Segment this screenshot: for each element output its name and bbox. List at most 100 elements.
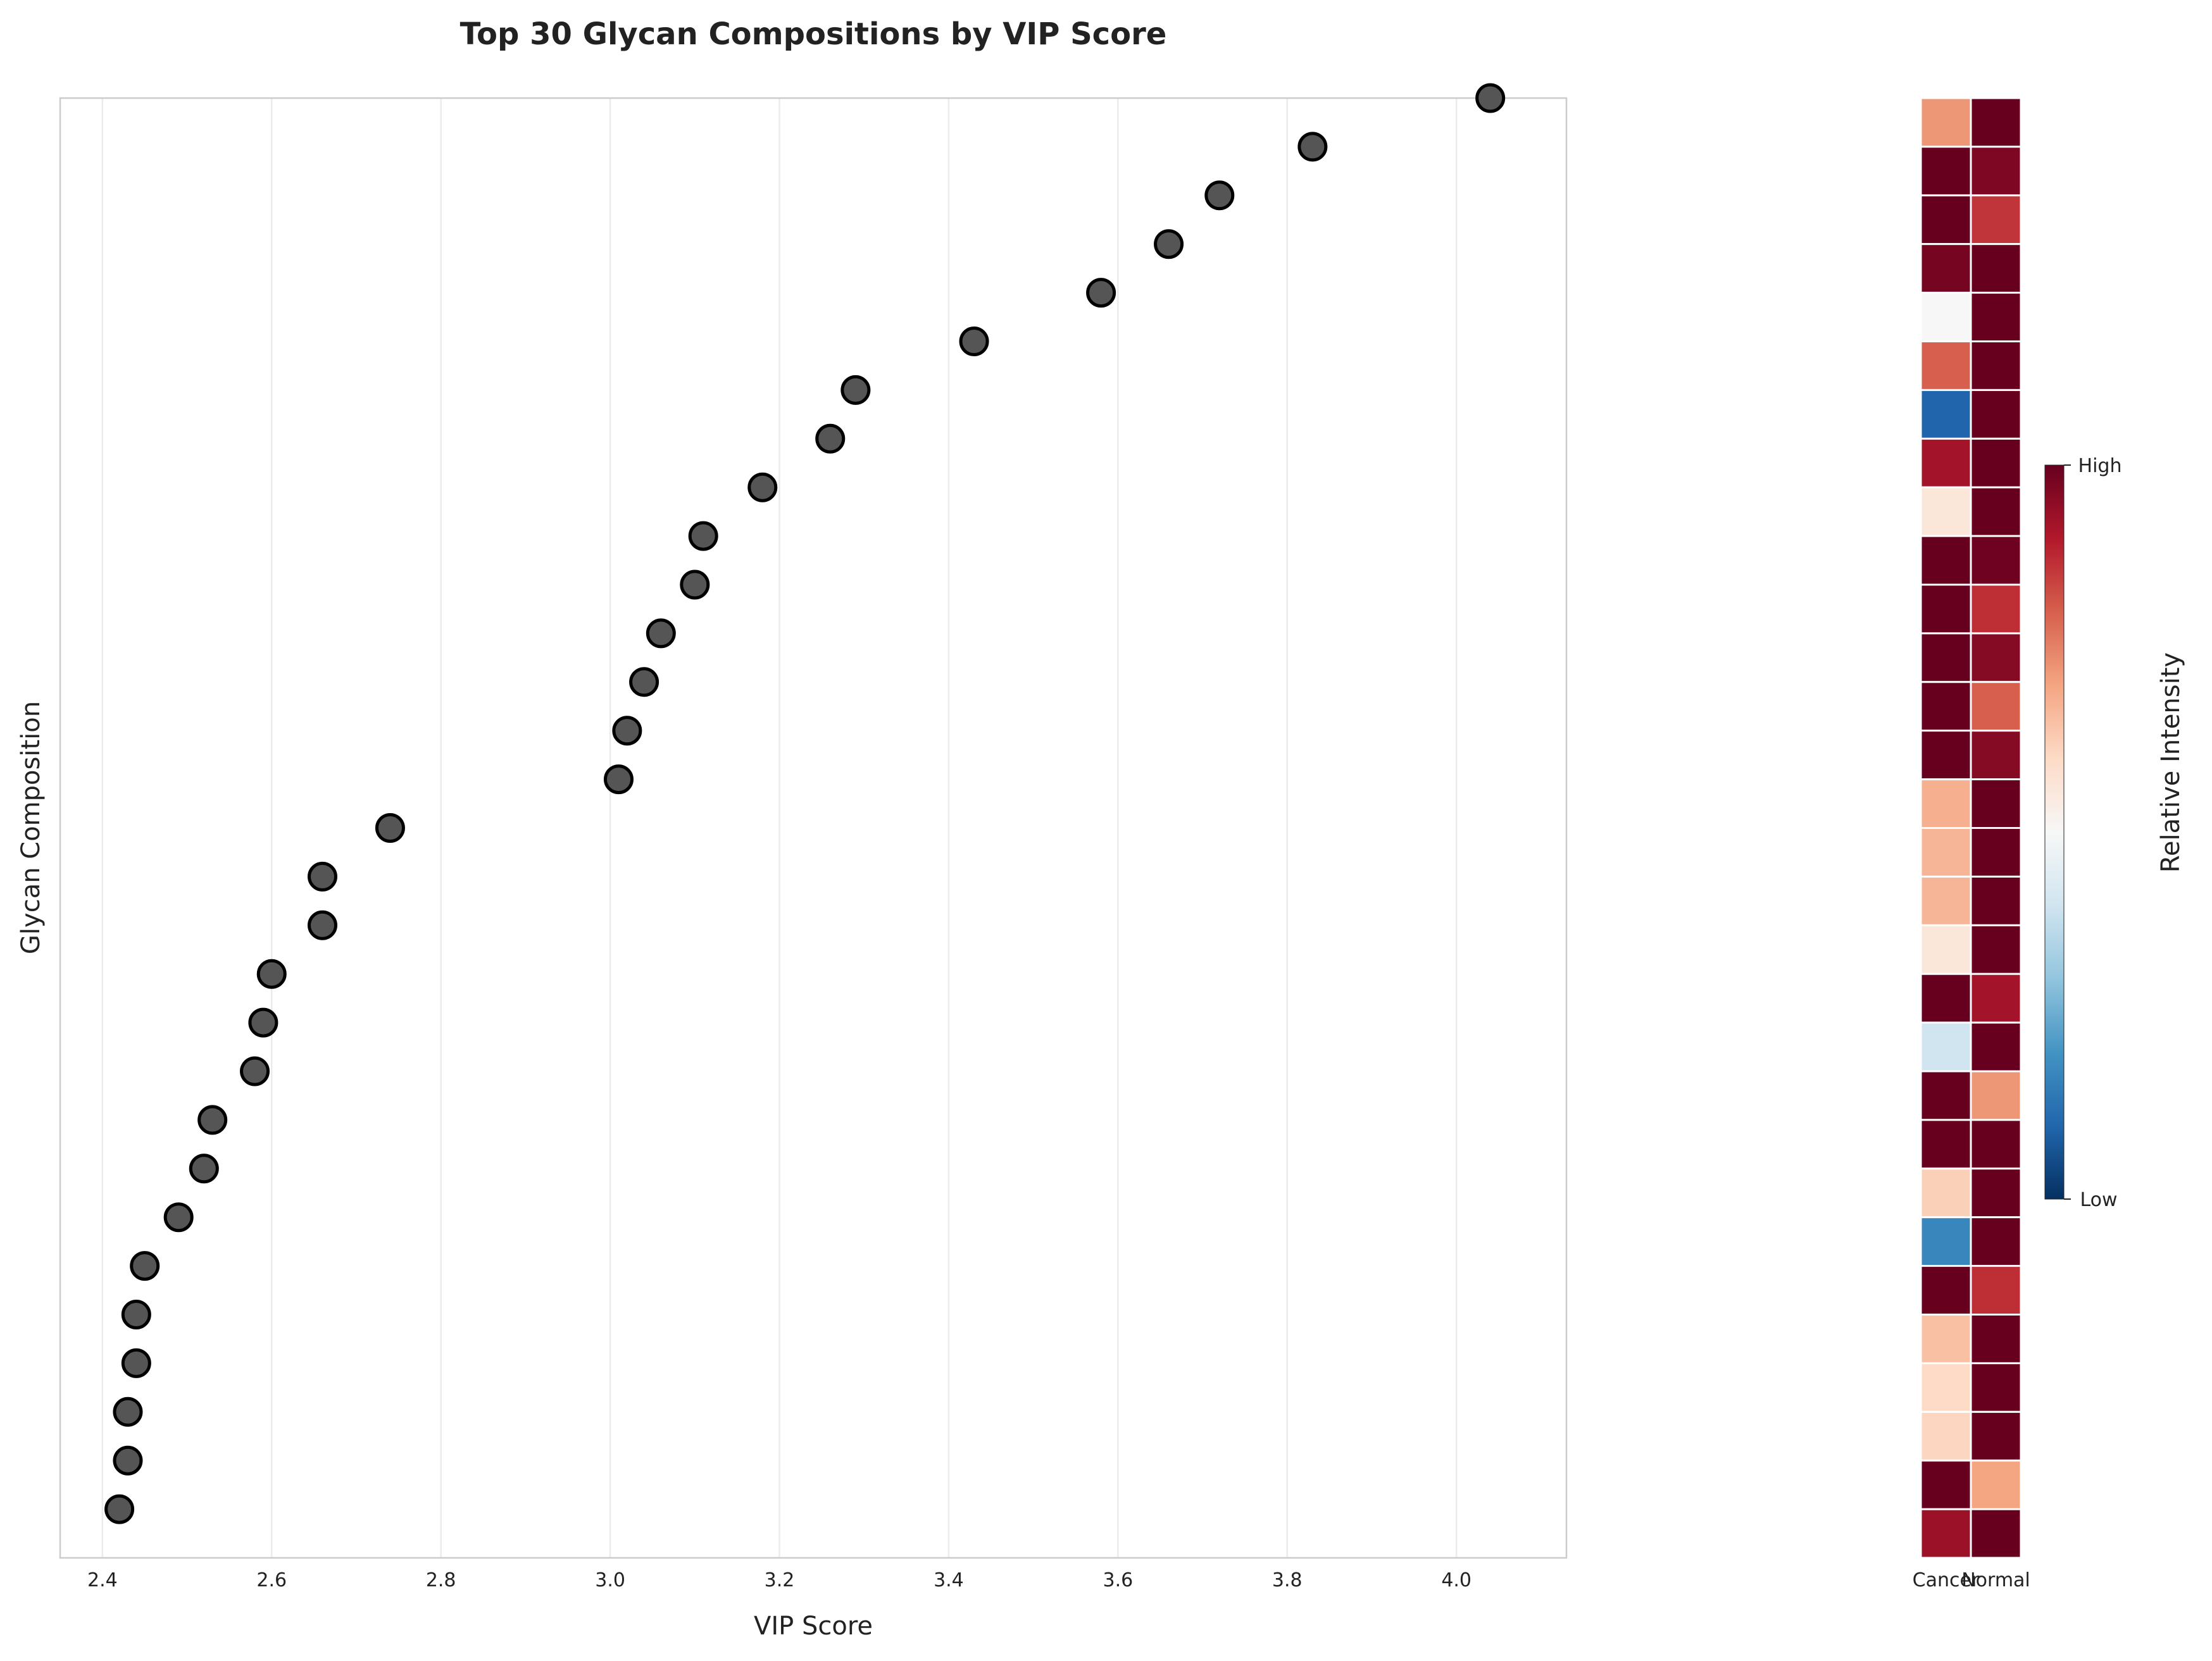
heatmap-cell (1970, 778, 2022, 829)
heatmap-cell (1920, 340, 1972, 391)
heatmap-cell (1970, 1508, 2022, 1559)
x-axis-label: VIP Score (754, 1612, 873, 1641)
heatmap-cell (1920, 1216, 1972, 1267)
heatmap-cell (1970, 1362, 2022, 1413)
heatmap-cell (1970, 1216, 2022, 1267)
scatter-point (307, 861, 337, 892)
x-tick-label: 3.8 (1272, 1569, 1303, 1591)
scatter-point (680, 569, 710, 600)
heatmap-cell (1920, 389, 1972, 440)
x-tick-label: 2.4 (87, 1569, 118, 1591)
heatmap-cell (1970, 681, 2022, 732)
heatmap-column-label: Normal (1961, 1569, 2030, 1591)
scatter-x-tick-labels: 2.4 2.6 2.8 3.0 3.2 3.4 3.6 3.8 4.0 (87, 1569, 1472, 1591)
heatmap-cell (1920, 583, 1972, 635)
heatmap-cell (1970, 486, 2022, 537)
scatter-point (189, 1154, 219, 1184)
chart-title: Top 30 Glycan Compositions by VIP Score (460, 16, 1167, 52)
scatter-point (1475, 83, 1506, 113)
heatmap-cell (1970, 340, 2022, 391)
heatmap-cell (1970, 1459, 2022, 1510)
scatter-point (1204, 180, 1235, 211)
heatmap-cells (1920, 97, 2022, 1559)
heatmap-cell (1970, 1119, 2022, 1170)
scatter-point (815, 423, 846, 454)
heatmap-cell (1920, 778, 1972, 829)
heatmap-cell (1920, 486, 1972, 537)
heatmap-cell (1920, 632, 1972, 683)
scatter-point (629, 667, 659, 697)
heatmap-cell (1920, 1265, 1972, 1316)
heatmap-cell (1970, 243, 2022, 294)
heatmap-cell (1970, 973, 2022, 1024)
colorbar (2044, 464, 2065, 1200)
heatmap-cell (1970, 583, 2022, 635)
heatmap-cell (1970, 924, 2022, 975)
x-tick-label: 3.0 (595, 1569, 625, 1591)
colorbar-label: Relative Intensity (2156, 652, 2185, 873)
x-tick-label: 3.2 (765, 1569, 795, 1591)
heatmap-cell (1920, 146, 1972, 197)
heatmap-cell (1970, 437, 2022, 488)
heatmap-cell (1970, 1167, 2022, 1219)
scatter-point (840, 375, 871, 405)
heatmap-cell (1920, 1508, 1972, 1559)
colorbar-low-label: Low (2080, 1189, 2117, 1211)
scatter-point (197, 1105, 228, 1135)
heatmap-cell (1970, 97, 2022, 148)
heatmap-cell (1920, 1021, 1972, 1073)
heatmap-cell (1970, 1314, 2022, 1364)
scatter-point (113, 1445, 143, 1476)
heatmap-cell (1970, 1410, 2022, 1462)
scatter-points (104, 83, 1506, 1524)
scatter-point (163, 1202, 194, 1233)
heatmap-cell (1970, 292, 2022, 343)
y-axis-label: Glycan Composition (16, 701, 46, 954)
scatter-plot-frame (59, 97, 1568, 1559)
heatmap-cell (1970, 194, 2022, 246)
scatter-point (130, 1251, 160, 1281)
heatmap-cell (1970, 1070, 2022, 1121)
heatmap-cell (1920, 1314, 1972, 1364)
heatmap-cell (1970, 730, 2022, 781)
scatter-point (248, 1007, 278, 1038)
scatter-point (1297, 132, 1328, 162)
scatter-point (113, 1397, 143, 1427)
scatter-point (256, 959, 287, 989)
x-tick-label: 2.8 (426, 1569, 456, 1591)
heatmap-cell (1970, 827, 2022, 878)
heatmap-cell (1920, 1362, 1972, 1413)
x-tick-label: 4.0 (1441, 1569, 1472, 1591)
heatmap-cell (1970, 1265, 2022, 1316)
scatter-point (959, 327, 989, 356)
scatter-point (1086, 278, 1116, 308)
scatter-point (121, 1300, 151, 1329)
heatmap-cell (1970, 632, 2022, 683)
scatter-point (646, 618, 676, 649)
heatmap-cell (1920, 1070, 1972, 1121)
heatmap-cell (1920, 535, 1972, 586)
heatmap-cell (1920, 243, 1972, 294)
scatter-point (747, 472, 778, 502)
scatter-point (1154, 229, 1184, 259)
x-tick-label: 3.6 (1103, 1569, 1133, 1591)
heatmap-cell (1920, 97, 1972, 148)
heatmap-cell (1920, 194, 1972, 246)
heatmap-cell (1920, 924, 1972, 975)
heatmap-column-label: Cancer (1913, 1569, 1980, 1591)
heatmap-cell (1920, 973, 1972, 1024)
scatter-point (603, 764, 634, 795)
x-tick-label: 3.4 (934, 1569, 964, 1591)
heatmap-cell (1920, 292, 1972, 343)
heatmap-cell (1920, 827, 1972, 878)
scatter-point (612, 716, 642, 746)
heatmap-cell (1920, 1167, 1972, 1219)
heatmap-cell (1970, 389, 2022, 440)
colorbar-high-label: High (2078, 455, 2122, 477)
heatmap-cell (1920, 1119, 1972, 1170)
scatter-point (121, 1348, 151, 1378)
heatmap-cell (1920, 681, 1972, 732)
heatmap-cell (1920, 875, 1972, 926)
